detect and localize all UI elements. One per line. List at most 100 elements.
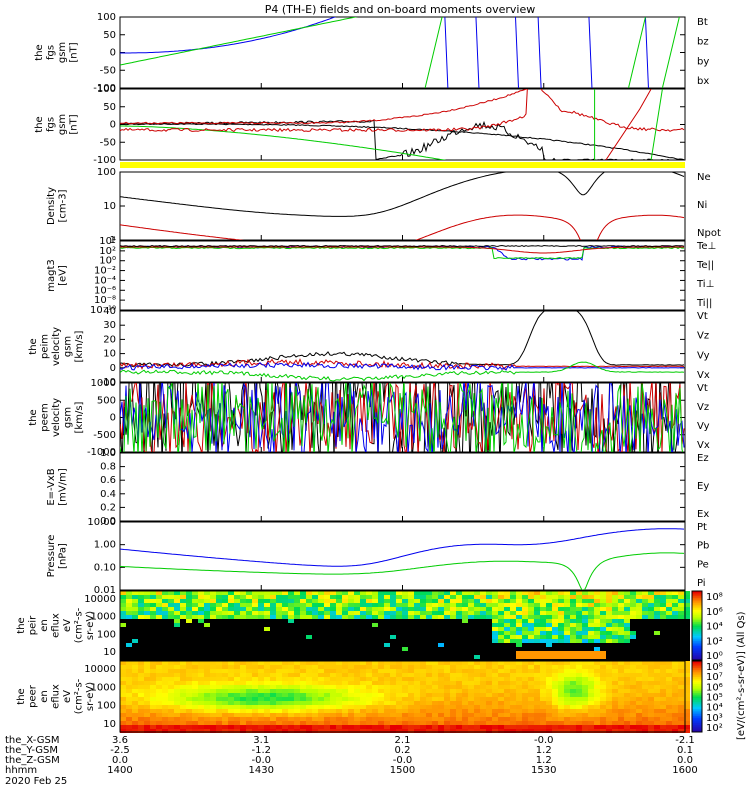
spec-cell — [426, 635, 432, 639]
spec-cell — [150, 595, 156, 599]
spec-cell — [258, 607, 264, 611]
spec-cell — [144, 603, 150, 607]
spec-cell — [606, 681, 612, 685]
spec-cell — [522, 591, 528, 595]
spec-cell — [528, 643, 534, 647]
spec-cell — [474, 709, 480, 713]
spec-cell — [378, 595, 384, 599]
spec-cell — [624, 681, 630, 685]
spec-cell — [588, 677, 594, 681]
colorbar-cell — [692, 618, 702, 621]
spec-cell — [408, 623, 414, 627]
spec-cell — [672, 677, 678, 681]
spec-cell — [432, 669, 438, 673]
spec-cell — [420, 599, 426, 603]
spec-cell — [576, 661, 582, 665]
spec-cell — [222, 721, 228, 725]
spec-cell — [534, 591, 540, 595]
spec-cell — [618, 713, 624, 717]
spec-cell — [522, 673, 528, 677]
spec-cell — [414, 615, 420, 619]
spec-cell — [600, 655, 606, 659]
spec-cell — [456, 701, 462, 705]
spec-cell — [306, 713, 312, 717]
spec-cell — [492, 591, 498, 595]
spec-cell — [174, 635, 180, 639]
spec-cell — [606, 647, 612, 651]
spec-cell — [324, 661, 330, 665]
spec-cell — [234, 599, 240, 603]
spec-cell — [618, 655, 624, 659]
spec-cell — [426, 619, 432, 623]
spec-cell — [672, 705, 678, 709]
spec-cell — [276, 651, 282, 655]
spec-cell — [426, 697, 432, 701]
spec-cell — [462, 591, 468, 595]
spec-cell — [168, 611, 174, 615]
spec-cell — [402, 647, 408, 651]
fgs-ylabel: [nT] — [69, 42, 80, 62]
spec-cell — [504, 631, 510, 635]
spec-cell — [174, 697, 180, 701]
spec-cell — [648, 591, 654, 595]
spec-cell — [342, 619, 348, 623]
spec-cell — [504, 713, 510, 717]
spec-cell — [264, 673, 270, 677]
spec-cell — [360, 615, 366, 619]
spec-cell — [240, 713, 246, 717]
spec-cell — [264, 607, 270, 611]
spec-cell — [390, 701, 396, 705]
spec-cell — [168, 685, 174, 689]
spec-cell — [660, 721, 666, 725]
spec-cell — [636, 709, 642, 713]
spec-cell — [126, 701, 132, 705]
spec-cell — [192, 643, 198, 647]
spec-cell — [162, 615, 168, 619]
spec-cell — [390, 689, 396, 693]
spec-cell — [594, 591, 600, 595]
spec-cell — [360, 673, 366, 677]
spec-cell — [252, 611, 258, 615]
spec-cell — [522, 639, 528, 643]
spec-cell — [582, 685, 588, 689]
spec-cell — [678, 681, 684, 685]
colorbar-cell — [692, 671, 702, 674]
spec-cell — [582, 673, 588, 677]
spec-cell — [150, 713, 156, 717]
spec-cell — [246, 673, 252, 677]
spec-cell — [366, 661, 372, 665]
spec-cell — [504, 615, 510, 619]
spec-cell — [168, 709, 174, 713]
spec-cell — [462, 655, 468, 659]
spec-cell — [582, 647, 588, 651]
spec-cell — [210, 713, 216, 717]
spec-cell — [306, 591, 312, 595]
spec-cell — [276, 627, 282, 631]
spec-cell — [186, 627, 192, 631]
spec-cell — [168, 665, 174, 669]
colorbar-cell — [692, 730, 702, 733]
spec-cell — [198, 729, 204, 733]
spec-cell — [348, 697, 354, 701]
spec-cell — [126, 709, 132, 713]
spec-cell — [486, 607, 492, 611]
spec-cell — [174, 717, 180, 721]
spec-cell — [582, 599, 588, 603]
spec-cell — [528, 693, 534, 697]
spec-cell — [210, 661, 216, 665]
spec-cell — [282, 717, 288, 721]
spec-cell — [366, 647, 372, 651]
spec-cell — [492, 661, 498, 665]
spec-cell — [264, 639, 270, 643]
spec-cell — [264, 595, 270, 599]
spec-cell — [264, 611, 270, 615]
spec-cell — [138, 599, 144, 603]
spec-cell — [120, 701, 126, 705]
spec-cell — [306, 615, 312, 619]
spec-cell — [432, 647, 438, 651]
spec-cell — [288, 697, 294, 701]
spec-cell — [516, 631, 522, 635]
spec-cell — [612, 615, 618, 619]
spec-cell — [396, 655, 402, 659]
spec-cell — [150, 689, 156, 693]
